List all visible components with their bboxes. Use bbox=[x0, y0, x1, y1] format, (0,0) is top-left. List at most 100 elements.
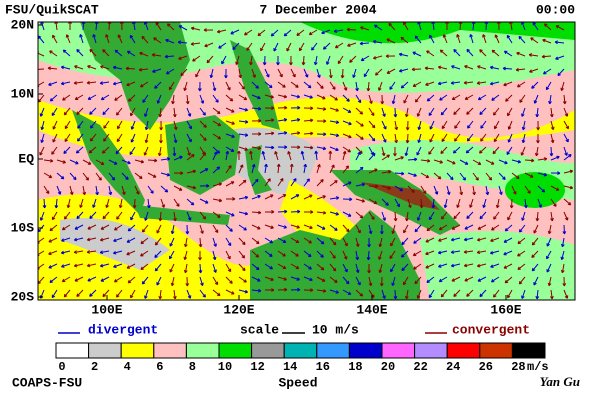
wind-arrow bbox=[238, 68, 243, 79]
wind-arrow bbox=[531, 237, 539, 246]
wind-arrow bbox=[126, 81, 136, 87]
wind-arrow bbox=[394, 156, 404, 161]
colorbar-tick-label: 12 bbox=[250, 360, 264, 374]
wind-arrow bbox=[251, 276, 261, 282]
wind-arrow bbox=[126, 50, 136, 57]
wind-arrow bbox=[290, 287, 301, 292]
wind-arrow bbox=[38, 68, 45, 70]
wind-arrow bbox=[446, 172, 454, 181]
wind-arrow bbox=[405, 289, 409, 300]
wind-arrow bbox=[503, 263, 513, 269]
wind-arrow bbox=[56, 172, 65, 180]
wind-arrow bbox=[303, 81, 312, 89]
wind-arrow bbox=[413, 237, 422, 244]
wind-arrow bbox=[342, 81, 348, 91]
colorbar-tick-label: 10 bbox=[218, 360, 232, 374]
wind-arrow bbox=[368, 211, 375, 220]
wind-arrow bbox=[355, 166, 364, 174]
wind-arrow bbox=[190, 42, 201, 46]
wind-arrow bbox=[329, 237, 337, 246]
wind-arrow bbox=[303, 237, 312, 244]
wind-arrow bbox=[493, 120, 500, 130]
wind-arrow bbox=[64, 120, 71, 130]
wind-arrow bbox=[360, 26, 370, 31]
wind-arrow bbox=[138, 67, 149, 72]
wind-arrow bbox=[390, 263, 396, 273]
wind-arrow bbox=[251, 106, 262, 111]
wind-arrow bbox=[381, 146, 386, 157]
wind-arrow bbox=[479, 211, 487, 220]
wind-arrow bbox=[178, 25, 188, 31]
wind-arrow bbox=[51, 289, 58, 299]
wind-arrow bbox=[303, 250, 312, 258]
wind-arrow bbox=[276, 163, 281, 174]
wind-arrow bbox=[87, 94, 97, 100]
wind-arrow bbox=[380, 94, 385, 105]
wind-arrow bbox=[113, 237, 123, 243]
wind-arrow bbox=[542, 68, 552, 75]
wind-arrow bbox=[464, 224, 474, 230]
wind-arrow bbox=[550, 133, 555, 144]
wind-arrow bbox=[102, 107, 110, 116]
wind-arrow bbox=[347, 42, 357, 47]
wind-arrow bbox=[76, 49, 84, 57]
wind-arrow bbox=[76, 289, 84, 297]
wind-arrow bbox=[440, 146, 448, 155]
legend-scale: scale bbox=[240, 322, 279, 337]
wind-arrow bbox=[289, 163, 294, 174]
wind-arrow bbox=[472, 185, 476, 196]
wind-arrow bbox=[105, 34, 110, 44]
wind-arrow bbox=[186, 211, 192, 221]
wind-arrow bbox=[440, 289, 448, 298]
lon-label: 140E bbox=[356, 302, 387, 317]
wind-arrow bbox=[511, 185, 517, 195]
wind-arrow bbox=[144, 133, 149, 144]
wind-arrow bbox=[277, 209, 288, 214]
wind-arrow bbox=[476, 250, 487, 255]
wind-arrow bbox=[277, 68, 283, 78]
wind-arrow bbox=[394, 171, 405, 176]
wind-arrow bbox=[154, 81, 162, 89]
wind-arrow bbox=[238, 263, 246, 272]
wind-arrow bbox=[43, 185, 50, 195]
wind-arrow bbox=[164, 54, 175, 59]
wind-arrow bbox=[504, 276, 513, 284]
wind-arrow bbox=[79, 198, 84, 208]
wind-arrow bbox=[536, 120, 540, 131]
wind-arrow bbox=[516, 51, 526, 57]
wind-arrow bbox=[560, 263, 565, 274]
wind-arrow bbox=[563, 198, 572, 206]
wind-arrow bbox=[160, 198, 166, 208]
wind-arrow bbox=[535, 211, 540, 222]
wind-arrow bbox=[368, 184, 379, 189]
wind-arrow bbox=[490, 263, 500, 268]
wind-arrow bbox=[490, 237, 500, 243]
wind-arrow bbox=[563, 154, 572, 161]
wind-arrow bbox=[329, 146, 339, 152]
wind-arrow bbox=[451, 276, 461, 282]
wind-arrow bbox=[453, 107, 461, 115]
wind-arrow bbox=[177, 40, 188, 45]
wind-arrow bbox=[116, 211, 123, 220]
wind-arrow bbox=[478, 146, 487, 154]
wind-arrow bbox=[105, 198, 110, 208]
wind-arrow bbox=[342, 224, 350, 233]
wind-arrow bbox=[337, 55, 344, 65]
wind-arrow bbox=[533, 94, 539, 104]
wind-arrow bbox=[290, 105, 301, 110]
wind-arrow bbox=[264, 263, 273, 270]
wind-arrow bbox=[86, 250, 97, 254]
wind-arrow bbox=[155, 22, 162, 31]
wind-arrow bbox=[517, 237, 526, 245]
wind-arrow bbox=[49, 224, 58, 232]
wind-arrow bbox=[560, 237, 565, 248]
wind-arrow bbox=[467, 120, 474, 129]
wind-arrow bbox=[438, 237, 448, 242]
wind-arrow bbox=[160, 185, 169, 193]
wind-arrow bbox=[459, 185, 464, 196]
wind-arrow bbox=[251, 68, 256, 78]
wind-arrow bbox=[89, 211, 97, 219]
wind-arrow bbox=[316, 289, 327, 293]
wind-arrow bbox=[290, 81, 299, 88]
wind-arrow bbox=[264, 131, 275, 136]
